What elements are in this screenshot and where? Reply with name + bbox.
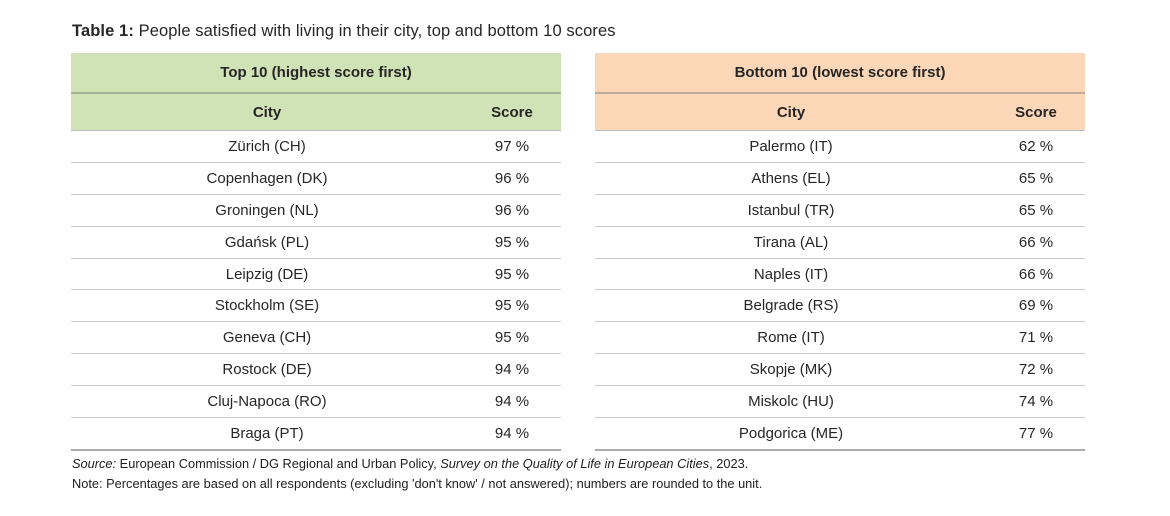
city-column-header: City: [252, 103, 282, 121]
top10-table-body: Zürich (CH) 97 % Copenhagen (DK) 96 % Gronin…: [71, 131, 561, 451]
table-row: Naples (IT) 66 %: [595, 259, 1085, 291]
table-row: Rome (IT) 71 %: [595, 322, 1085, 355]
city-column-header: City: [776, 103, 806, 121]
table-row: Stockholm (SE) 95 %: [71, 290, 561, 323]
table-title-text: People satisfied with living in their ci…: [133, 22, 616, 40]
table-number-label: Table 1:: [72, 22, 134, 40]
city-cell: Miskolc (HU): [748, 393, 834, 411]
city-cell: Belgrade (RS): [743, 297, 839, 315]
top10-header: Top 10 (highest score first): [71, 53, 561, 94]
table-row: Cluj-Napoca (RO) 94 %: [71, 386, 561, 419]
score-cell: 65 %: [1018, 201, 1054, 219]
table-row: Athens (EL) 65 %: [595, 163, 1085, 195]
city-cell: Athens (EL): [751, 169, 831, 187]
score-cell: 72 %: [1018, 361, 1054, 379]
city-cell: Palermo (IT): [749, 137, 833, 155]
table-row: Braga (PT) 94 %: [71, 418, 561, 451]
table-row: Gdańsk (PL) 95 %: [71, 227, 561, 259]
score-column-header: Score: [491, 103, 533, 121]
city-cell: Braga (PT): [230, 424, 304, 442]
source-text: European Commission / DG Regional and Ur…: [116, 456, 441, 471]
source-line: Source: European Commission / DG Regiona…: [72, 454, 762, 474]
table-row: Tirana (AL) 66 %: [595, 227, 1085, 259]
score-cell: 95 %: [494, 297, 530, 315]
score-cell: 95 %: [494, 265, 530, 283]
score-cell: 95 %: [494, 329, 530, 347]
score-cell: 97 %: [494, 137, 530, 155]
city-cell: Copenhagen (DK): [206, 169, 328, 187]
top10-column-header-row: City Score: [71, 94, 561, 131]
bottom10-table: Bottom 10 (lowest score first) City Scor…: [595, 53, 1085, 451]
top10-table: Top 10 (highest score first) City Score …: [71, 53, 561, 451]
score-cell: 66 %: [1018, 233, 1054, 251]
score-cell: 62 %: [1018, 137, 1054, 155]
table-row: Skopje (MK) 72 %: [595, 354, 1085, 387]
city-cell: Zürich (CH): [228, 137, 306, 155]
table-row: Zürich (CH) 97 %: [71, 131, 561, 163]
score-cell: 66 %: [1018, 265, 1054, 283]
score-cell: 69 %: [1018, 297, 1054, 315]
score-cell: 96 %: [494, 201, 530, 219]
table-row: Rostock (DE) 94 %: [71, 354, 561, 387]
source-survey-title: Survey on the Quality of Life in Europea…: [440, 456, 710, 471]
score-cell: 71 %: [1018, 329, 1054, 347]
table-row: Palermo (IT) 62 %: [595, 131, 1085, 163]
city-cell: Skopje (MK): [749, 361, 833, 379]
table-row: Groningen (NL) 96 %: [71, 195, 561, 227]
table-row: Geneva (CH) 95 %: [71, 322, 561, 355]
table-footnotes: Source: European Commission / DG Regiona…: [72, 454, 762, 494]
source-label: Source:: [72, 456, 117, 471]
city-cell: Podgorica (ME): [738, 424, 844, 442]
score-cell: 65 %: [1018, 169, 1054, 187]
score-cell: 94 %: [494, 424, 530, 442]
bottom10-column-header-row: City Score: [595, 94, 1085, 131]
city-cell: Rostock (DE): [222, 361, 312, 379]
table-row: Podgorica (ME) 77 %: [595, 418, 1085, 451]
score-cell: 94 %: [494, 361, 530, 379]
table-row: Belgrade (RS) 69 %: [595, 290, 1085, 323]
bottom10-table-body: Palermo (IT) 62 % Athens (EL) 65 % Istanbul …: [595, 131, 1085, 451]
city-cell: Cluj-Napoca (RO): [207, 393, 327, 411]
city-cell: Geneva (CH): [222, 329, 312, 347]
note-line: Note: Percentages are based on all respo…: [72, 476, 763, 491]
city-cell: Tirana (AL): [753, 233, 829, 251]
score-cell: 95 %: [494, 233, 530, 251]
city-cell: Istanbul (TR): [747, 201, 835, 219]
city-cell: Gdańsk (PL): [224, 233, 310, 251]
score-cell: 96 %: [494, 169, 530, 187]
score-cell: 74 %: [1018, 393, 1054, 411]
score-cell: 77 %: [1018, 424, 1054, 442]
city-cell: Leipzig (DE): [225, 265, 309, 283]
city-cell: Groningen (NL): [215, 201, 319, 219]
source-year: , 2023.: [709, 456, 749, 471]
city-cell: Stockholm (SE): [214, 297, 320, 315]
table-row: Miskolc (HU) 74 %: [595, 386, 1085, 419]
page-title: Table 1: People satisfied with living in…: [72, 22, 616, 41]
score-column-header: Score: [1015, 103, 1057, 121]
score-cell: 94 %: [494, 393, 530, 411]
city-cell: Naples (IT): [753, 265, 829, 283]
table-row: Istanbul (TR) 65 %: [595, 195, 1085, 227]
table-row: Leipzig (DE) 95 %: [71, 259, 561, 291]
table-row: Copenhagen (DK) 96 %: [71, 163, 561, 195]
tables-container: Top 10 (highest score first) City Score …: [71, 53, 1085, 451]
city-cell: Rome (IT): [757, 329, 825, 347]
bottom10-header: Bottom 10 (lowest score first): [595, 53, 1085, 94]
